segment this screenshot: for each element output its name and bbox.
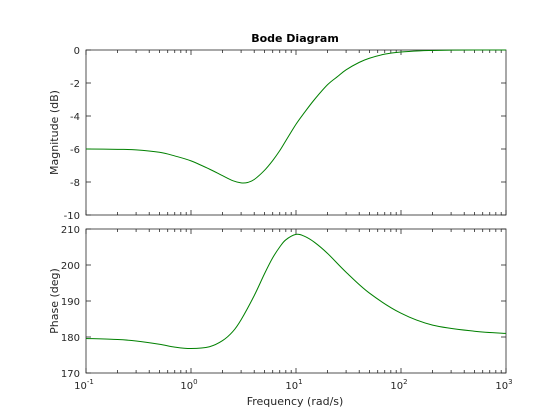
phase-y-tick-label: 200 — [61, 261, 80, 272]
bode-panels: 0 -2 -4 -6 -8 -10 Magnitude (dB) 170 180 190 200 21… — [48, 46, 513, 392]
magnitude-y-tick-label: -4 — [70, 112, 80, 123]
phase-y-axis-label: Phase (deg) — [48, 268, 61, 334]
magnitude-y-tick-label: -2 — [70, 79, 80, 90]
magnitude-y-tick-label: -6 — [70, 145, 80, 156]
magnitude-panel: 0 -2 -4 -6 -8 -10 Magnitude (dB) — [48, 46, 507, 222]
phase-x-tick-label: 101 — [285, 378, 302, 392]
magnitude-y-tick-label: 0 — [74, 46, 80, 57]
magnitude-y-axis-label: Magnitude (dB) — [48, 90, 61, 175]
phase-x-tick-label: 10-1 — [74, 378, 94, 392]
phase-y-tick-label: 210 — [61, 225, 80, 236]
magnitude-series-line — [85, 49, 507, 184]
phase-y-tick-label: 170 — [61, 369, 80, 380]
chart-title: Bode Diagram — [251, 32, 339, 45]
phase-x-tick-label: 102 — [390, 378, 407, 392]
phase-x-tick-label: 103 — [495, 378, 512, 392]
phase-y-tick-label: 180 — [61, 333, 80, 344]
x-axis-label: Frequency (rad/s) — [247, 395, 344, 408]
phase-y-tick-label: 190 — [61, 297, 80, 308]
phase-panel: 170 180 190 200 210 10-1 100 101 102 103 Phase (de… — [48, 225, 513, 392]
magnitude-y-tick-label: -8 — [70, 178, 80, 189]
phase-x-tick-label: 100 — [180, 378, 197, 392]
magnitude-y-tick-label: -10 — [64, 211, 80, 222]
phase-series-line — [85, 233, 507, 350]
